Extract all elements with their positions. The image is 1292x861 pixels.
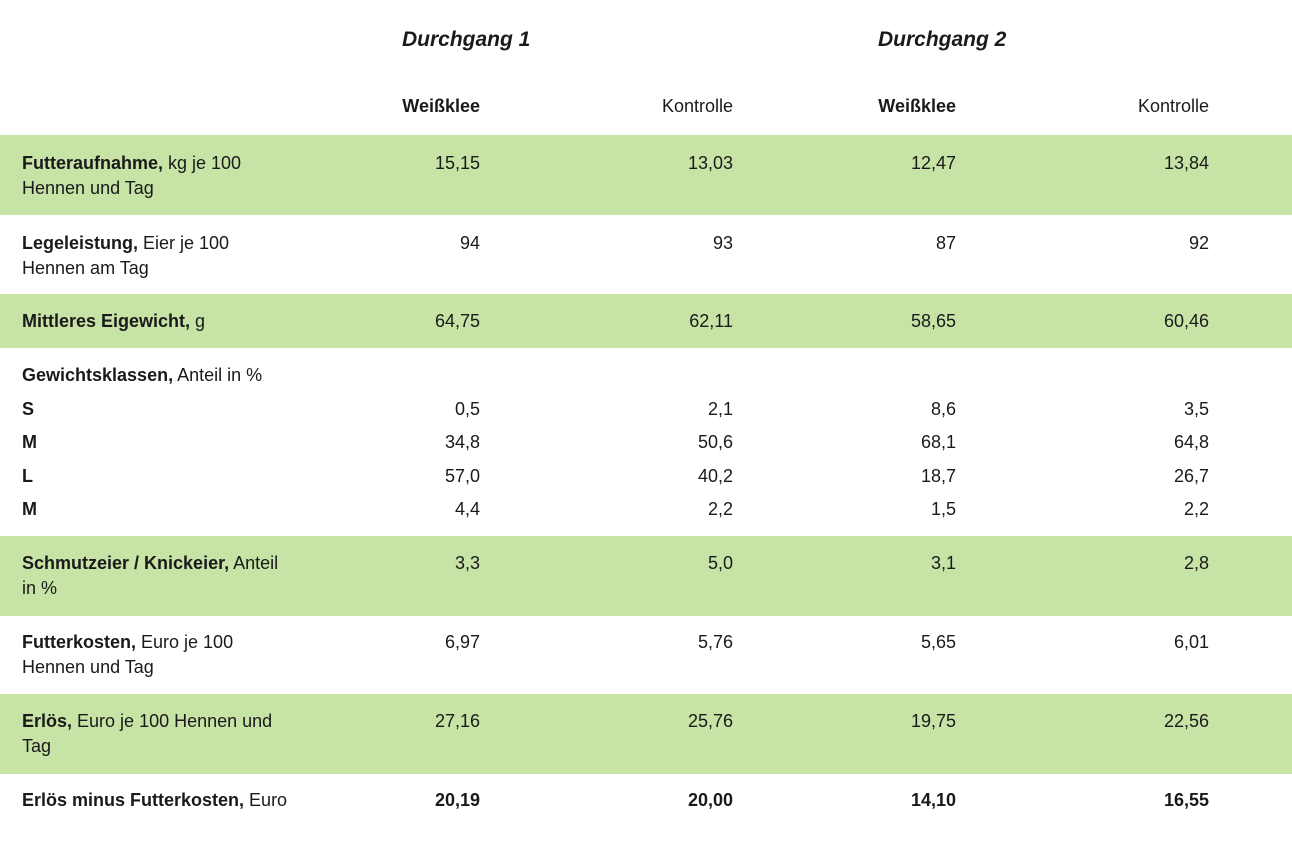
table-cell: 20,00 (687, 790, 733, 810)
table-cell: 5,65 (920, 632, 956, 652)
column-header-weissklee-1: Weißklee (402, 96, 480, 116)
table-cell: 2,1 (707, 399, 733, 419)
group-header-durchgang-1: Durchgang 1 (402, 28, 531, 51)
table-cell: 3,3 (454, 553, 480, 573)
table-cell: 2,2 (707, 499, 733, 519)
table-row: Futteraufnahme, kg je 100 Hennen und Tag… (0, 135, 1292, 215)
table-cell: 13,84 (1163, 153, 1209, 173)
column-header-kontrolle-1: Kontrolle (661, 96, 733, 116)
table-cell: 19,75 (910, 711, 956, 731)
row-label: Legeleistung, Eier je 100 Hennen am Tag (22, 233, 230, 278)
row-label: Schmutzeier / Knickeier, Anteil in % (22, 553, 279, 598)
table-cell: 14,10 (910, 790, 956, 810)
table-cell: 62,11 (689, 311, 733, 331)
row-label: Erlös minus Futterkosten, Euro (22, 790, 288, 810)
table-cell: 18,7 (920, 466, 956, 486)
table-cell: 15,15 (434, 153, 480, 173)
table-cell: 20,19 (434, 790, 480, 810)
table-cell: 40,2 (697, 466, 733, 486)
table-cell: 8,6 (930, 399, 956, 419)
class-label: L (22, 466, 33, 486)
row-label: Mittleres Eigewicht, g (22, 311, 206, 331)
column-header-weissklee-2: Weißklee (878, 96, 956, 116)
table-cell: 13,03 (687, 153, 733, 173)
table-row: Legeleistung, Eier je 100 Hennen am Tag … (0, 215, 1292, 294)
table-cell: 2,2 (1183, 499, 1209, 519)
table-cell: 5,0 (707, 553, 733, 573)
table-cell: 22,56 (1163, 711, 1209, 731)
column-header-kontrolle-2: Kontrolle (1137, 96, 1209, 116)
table-row-total: Erlös minus Futterkosten, Euro 20,19 20,… (0, 774, 1292, 834)
table-cell: 16,55 (1163, 790, 1209, 810)
table-cell: 57,0 (444, 466, 480, 486)
table-cell: 26,7 (1173, 466, 1209, 486)
table-cell: 2,8 (1183, 553, 1209, 573)
table-cell: 68,1 (920, 432, 956, 452)
class-label: M (22, 432, 37, 452)
table-row: Mittleres Eigewicht, g 64,75 62,11 58,65… (0, 294, 1292, 348)
table-row-weight-classes: Gewichtsklassen, Anteil in % S 0,5 2,1 8… (0, 348, 1292, 536)
table-row: Schmutzeier / Knickeier, Anteil in % 3,3… (0, 536, 1292, 616)
table-cell: 6,97 (444, 632, 480, 652)
table-cell: 6,01 (1173, 632, 1209, 652)
group-header-durchgang-2: Durchgang 2 (878, 28, 1007, 51)
row-label: Erlös, Euro je 100 Hennen und Tag (22, 711, 273, 756)
table-cell: 3,5 (1183, 399, 1209, 419)
class-label: S (22, 399, 35, 419)
table-cell: 5,76 (697, 632, 733, 652)
table-cell: 1,5 (930, 499, 956, 519)
table-cell: 92 (1188, 233, 1209, 253)
row-label: Futteraufnahme, kg je 100 Hennen und Tag (22, 153, 242, 198)
table-cell: 34,8 (444, 432, 480, 452)
row-label: Gewichtsklassen, Anteil in % (22, 365, 263, 385)
table-cell: 93 (712, 233, 733, 253)
row-label: Futterkosten, Euro je 100 Hennen und Tag (22, 632, 234, 677)
table-cell: 58,65 (910, 311, 956, 331)
table-cell: 0,5 (454, 399, 480, 419)
table-cell: 94 (459, 233, 480, 253)
table-row: Erlös, Euro je 100 Hennen und Tag 27,16 … (0, 694, 1292, 774)
table-cell: 27,16 (434, 711, 480, 731)
table-row: Futterkosten, Euro je 100 Hennen und Tag… (0, 616, 1292, 694)
table-cell: 64,8 (1173, 432, 1209, 452)
table-cell: 12,47 (910, 153, 956, 173)
table-cell: 25,76 (687, 711, 733, 731)
table-cell: 60,46 (1163, 311, 1209, 331)
table-cell: 50,6 (697, 432, 733, 452)
table-cell: 87 (935, 233, 956, 253)
class-label: M (22, 499, 37, 519)
table-cell: 4,4 (454, 499, 480, 519)
table-cell: 64,75 (434, 311, 480, 331)
table-cell: 3,1 (930, 553, 956, 573)
